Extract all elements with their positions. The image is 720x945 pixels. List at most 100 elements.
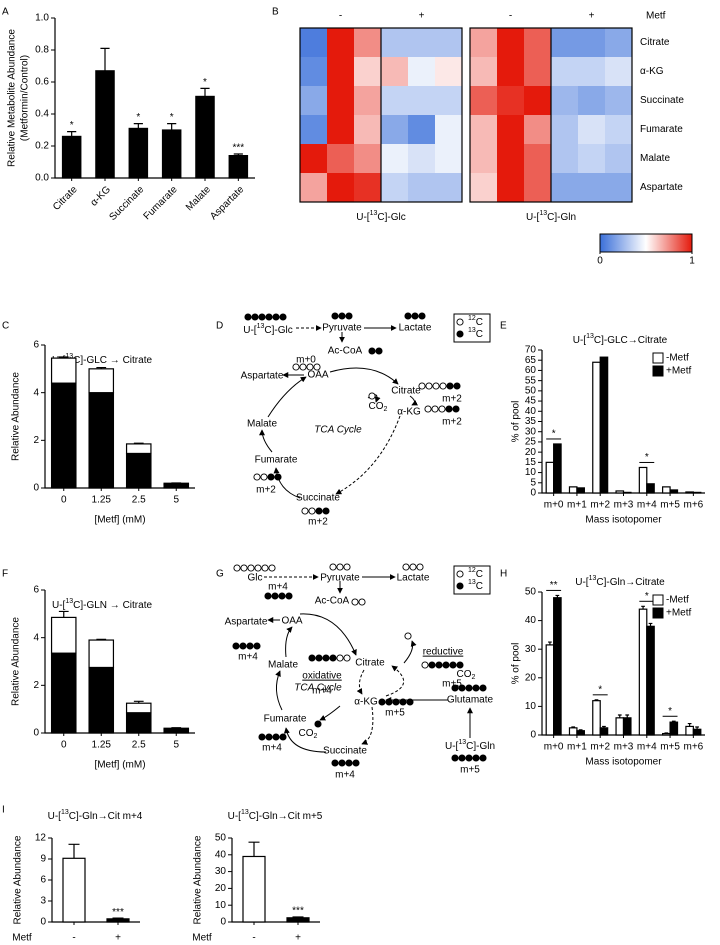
heatmap-cell — [435, 86, 463, 116]
carbon-atom — [368, 392, 376, 400]
bar — [553, 443, 562, 494]
column-group-label: + — [419, 11, 425, 22]
error-bar — [248, 841, 260, 857]
carbon-atom — [456, 582, 464, 590]
diagram-label: m+5 — [460, 765, 480, 776]
bar — [692, 491, 702, 494]
bar — [592, 700, 601, 736]
carbon-atom — [338, 312, 346, 320]
carbon-atom — [378, 698, 386, 706]
panel-label: H — [500, 569, 507, 580]
carbon-atom — [322, 507, 330, 515]
bar — [61, 135, 82, 179]
bar-segment — [50, 382, 77, 489]
heatmap-cell — [578, 173, 606, 203]
carbon-atom — [336, 563, 344, 571]
carbon-atom — [261, 564, 269, 572]
heatmap-cell — [327, 144, 355, 174]
row-label: Citrate — [640, 37, 670, 48]
carbon-atom — [449, 661, 457, 669]
heatmap-cell — [605, 144, 633, 174]
heatmap-cell — [605, 173, 633, 203]
row-label: Malate — [640, 153, 670, 164]
diagram-label: U-[13C]-Glc — [243, 323, 292, 335]
bar — [599, 356, 609, 494]
heatmap-cell — [327, 115, 355, 145]
y-tick-label: 6 — [40, 875, 46, 886]
text-part: C]-GLC → Citrate — [73, 355, 152, 366]
x-tick-label: α-KG — [89, 184, 114, 209]
text-part: C]-Glc — [264, 325, 292, 336]
error-bar — [602, 725, 606, 728]
diagram-label: α-KG — [397, 407, 421, 418]
carbon-atom — [299, 363, 307, 371]
error-bar — [68, 843, 80, 859]
carbon-atom — [265, 313, 273, 321]
colorbar — [599, 233, 693, 253]
bar — [685, 491, 694, 494]
carbon-atom — [392, 698, 400, 706]
text-part: C — [476, 569, 483, 580]
heatmap-cell — [578, 57, 606, 87]
carbon-atom — [406, 698, 414, 706]
diagram-label: CO2 — [369, 401, 388, 414]
significance-label: * — [170, 112, 174, 123]
bar — [106, 918, 130, 923]
bar — [576, 730, 585, 736]
carbon-atom — [421, 661, 429, 669]
significance-label: ** — [550, 580, 558, 591]
carbon-atom — [456, 661, 464, 669]
carbon-atom — [285, 592, 293, 600]
carbon-atom — [458, 684, 466, 692]
bar — [128, 127, 149, 179]
heatmap-cell — [470, 173, 498, 203]
heatmap-cell — [381, 57, 409, 87]
heatmap-cell — [551, 173, 579, 203]
y-tick-label: 30 — [215, 866, 227, 877]
bar — [622, 717, 632, 736]
carbon-atom — [442, 661, 450, 669]
heatmap-cell — [381, 28, 409, 58]
pathway-arrow — [285, 626, 293, 658]
chart-title: U-[13C]-Gln→Cit m+4 — [48, 809, 143, 821]
text-part: 2 — [314, 733, 318, 740]
carbon-atom — [385, 698, 393, 706]
carbon-atom — [431, 405, 439, 413]
error-bar — [67, 131, 77, 137]
y-tick-label: 25 — [525, 437, 537, 448]
heatmap-cell — [578, 144, 606, 174]
diagram-label: Succinate — [323, 746, 367, 757]
diagram-label: α-KG — [354, 697, 378, 708]
heatmap-cell — [354, 115, 382, 145]
carbon-atom — [438, 405, 446, 413]
diagram-label: Lactate — [399, 323, 432, 334]
panel-label: C — [2, 321, 9, 332]
text-part: 13 — [586, 333, 594, 340]
y-tick-label: 10 — [525, 701, 537, 712]
carbon-atom — [439, 382, 447, 390]
carbon-atom — [306, 363, 314, 371]
x-tick-label: m+6 — [683, 500, 703, 511]
heatmap-cell — [497, 144, 525, 174]
heatmap-cell — [551, 28, 579, 58]
carbon-atom — [265, 733, 273, 741]
carbon-atom — [271, 592, 279, 600]
error-bar — [58, 610, 69, 618]
carbon-atom — [272, 313, 280, 321]
text-part: 13 — [241, 809, 249, 816]
heatmap-cell — [470, 86, 498, 116]
carbon-atom — [258, 733, 266, 741]
text-part: C]-Gln — [466, 741, 495, 752]
bar-segment — [88, 392, 115, 489]
y-tick-label: 0 — [33, 728, 39, 739]
pathway-arrow — [403, 640, 417, 664]
text-part: 13 — [65, 353, 73, 360]
significance-label: * — [668, 706, 672, 717]
y-axis-label: % of pool — [511, 643, 522, 685]
diagram-label: Malate — [268, 660, 298, 671]
carbon-atom — [254, 564, 262, 572]
heatmap-cell — [435, 28, 463, 58]
y-tick-label: 5 — [530, 477, 536, 488]
text-part: C]-GLC→Citrate — [594, 335, 668, 346]
heatmap-cell — [497, 28, 525, 58]
